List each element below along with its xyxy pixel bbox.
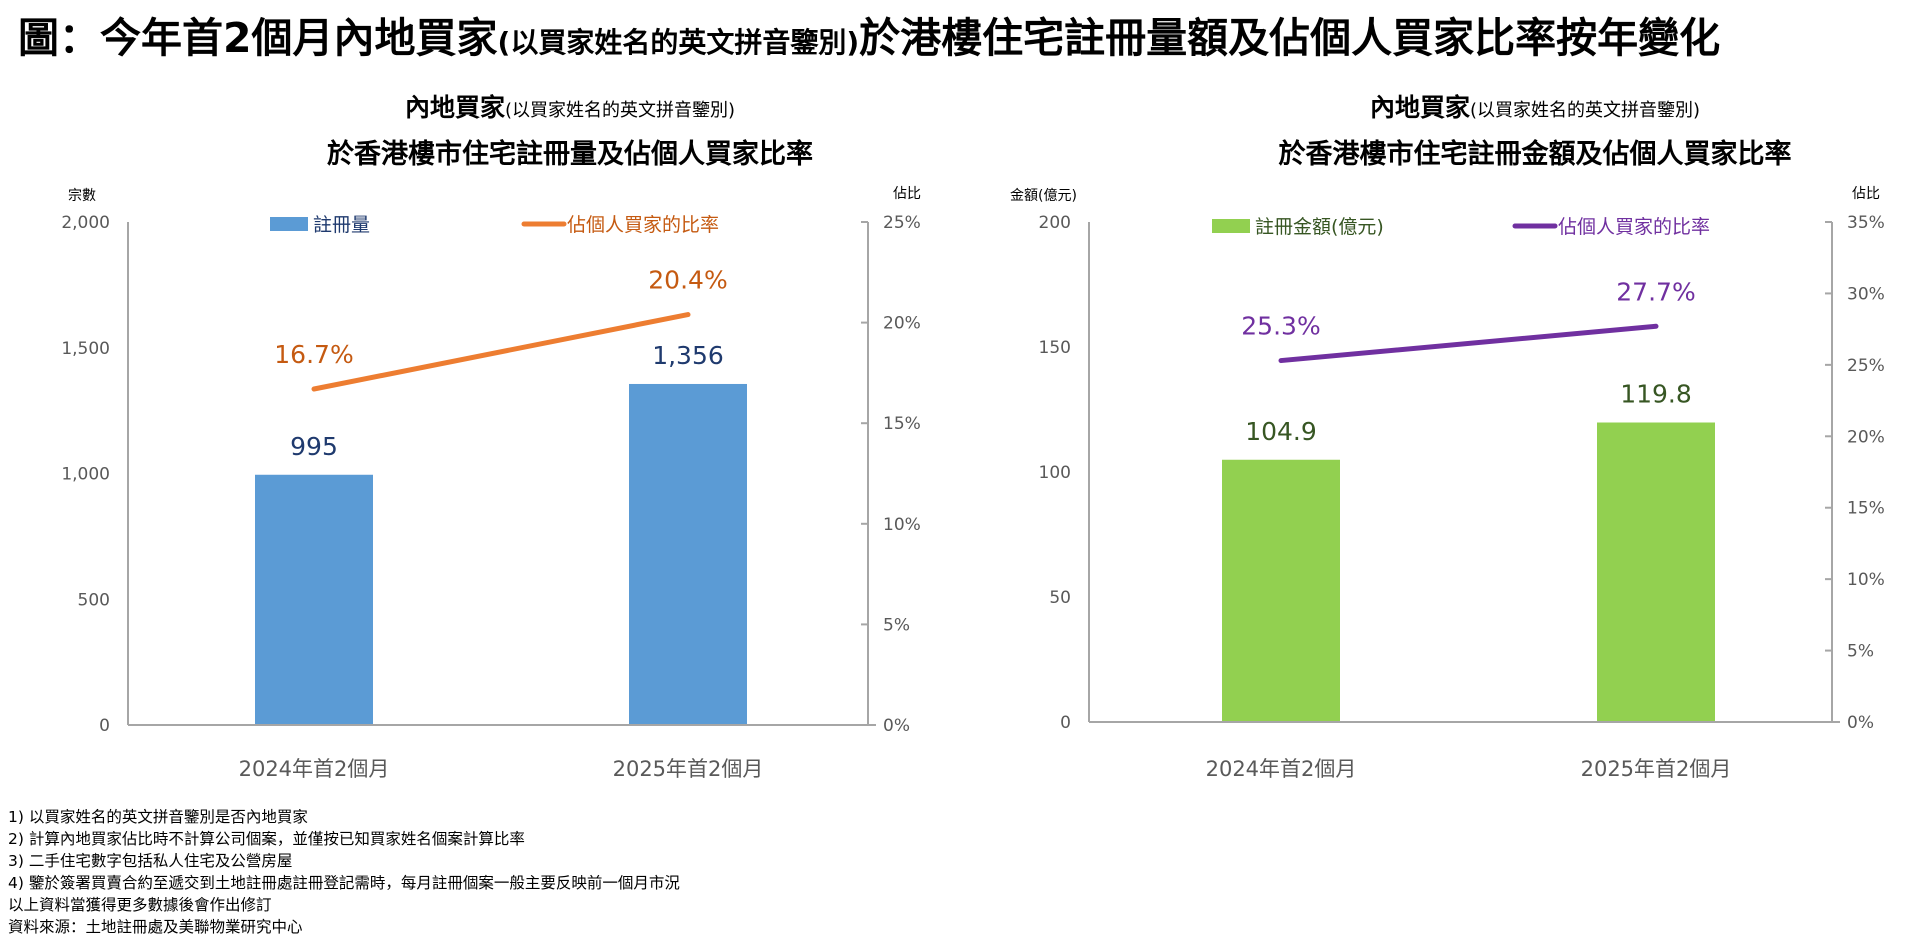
main-title: 圖：今年首2個月內地買家(以買家姓名的英文拼音鑒別)於港樓住宅註冊量額及佔個人買… xyxy=(18,4,1720,64)
main-title-suffix: 於港樓住宅註冊量額及佔個人買家比率按年變化 xyxy=(859,14,1721,62)
chart2-y2-tick-label: 35% xyxy=(1847,213,1885,233)
chart2-category-label: 2025年首2個月 xyxy=(1581,757,1732,781)
chart1-title-line2: 於香港樓市住宅註冊量及佔個人買家比率 xyxy=(327,139,813,170)
chart1-y-tick-label: 2,000 xyxy=(61,213,110,233)
chart1-bar xyxy=(629,383,747,724)
chart2-bar-data-label: 104.9 xyxy=(1245,417,1317,446)
chart1-y2-tick-label: 25% xyxy=(883,213,921,233)
chart2-y-tick-label: 150 xyxy=(1039,338,1071,358)
chart2-line-data-label: 27.7% xyxy=(1616,277,1695,306)
chart2-y-tick-label: 100 xyxy=(1039,463,1071,483)
chart2-y2-axis-title: 佔比 xyxy=(1852,186,1880,202)
chart2-y-tick-label: 50 xyxy=(1049,588,1071,608)
chart2-line-data-label: 25.3% xyxy=(1241,312,1320,341)
chart2-y2-tick-label: 20% xyxy=(1847,427,1885,447)
chart2-bar xyxy=(1222,459,1340,721)
charts-canvas: 宗數 佔比05001,0001,5002,0000%5%10%15%20%25%2… xyxy=(61,186,1885,781)
chart1-title-line1: 內地買家 xyxy=(404,93,505,122)
chart2-y-tick-label: 200 xyxy=(1039,213,1071,233)
chart1-bar xyxy=(255,474,373,724)
chart1-bar-data-label: 995 xyxy=(290,432,338,461)
chart2-y2-tick-label: 10% xyxy=(1847,570,1885,590)
chart2-y2-tick-label: 0% xyxy=(1847,713,1874,733)
chart2-y-tick-label: 0 xyxy=(1060,713,1071,733)
footnote-2: 2) 計算內地買家佔比時不計算公司個案，並僅按已知買家姓名個案計算比率 xyxy=(8,830,525,848)
chart2-bar-data-label: 119.8 xyxy=(1620,380,1692,409)
footnote-revision: 以上資料當獲得更多數據後會作出修訂 xyxy=(8,896,272,914)
chart1-category-label: 2024年首2個月 xyxy=(239,757,390,781)
chart2-category-label: 2024年首2個月 xyxy=(1206,757,1357,781)
chart1-legend-bar-swatch xyxy=(270,217,308,231)
chart1-legend-line-label: 佔個人買家的比率 xyxy=(567,214,719,236)
chart1-category-label: 2025年首2個月 xyxy=(613,757,764,781)
chart2-y-axis-title: 金額(億元) xyxy=(1010,188,1077,204)
chart2-legend-line-label: 佔個人買家的比率 xyxy=(1558,216,1710,238)
chart1-y-tick-label: 1,000 xyxy=(61,465,110,485)
chart1-title: 內地買家(以買家姓名的英文拼音鑒別) 於香港樓市住宅註冊量及佔個人買家比率 xyxy=(190,88,950,171)
chart1-y2-axis-title: 佔比 xyxy=(893,186,921,202)
chart1-y2-tick-label: 20% xyxy=(883,314,921,334)
chart2-title-line2: 於香港樓市住宅註冊金額及佔個人買家比率 xyxy=(1278,139,1792,170)
chart1-y-tick-label: 500 xyxy=(78,590,110,610)
footnote-source: 資料來源：土地註冊處及美聯物業研究中心 xyxy=(8,918,303,936)
chart2-title: 內地買家(以買家姓名的英文拼音鑒別) 於香港樓市住宅註冊金額及佔個人買家比率 xyxy=(1155,88,1906,171)
footnote-3: 3) 二手住宅數字包括私人住宅及公營房屋 xyxy=(8,852,293,870)
chart1-title-paren: (以買家姓名的英文拼音鑒別) xyxy=(504,100,736,121)
chart1-y-tick-label: 1,500 xyxy=(61,339,110,359)
chart2-title-line1: 內地買家 xyxy=(1369,93,1470,122)
chart1-y-tick-label: 0 xyxy=(99,716,110,736)
chart2-legend-bar-label: 註冊金額(億元) xyxy=(1255,216,1384,238)
chart1-y2-tick-label: 5% xyxy=(883,615,910,635)
chart1-y2-tick-label: 15% xyxy=(883,414,921,434)
chart1-y2-tick-label: 10% xyxy=(883,515,921,535)
chart1-y-axis-title: 宗數 xyxy=(68,188,96,204)
main-title-prefix: 圖：今年首2個月內地買家 xyxy=(18,14,498,62)
chart2-y2-tick-label: 15% xyxy=(1847,499,1885,519)
chart1-ratio-line xyxy=(311,312,691,392)
chart2-title-paren: (以買家姓名的英文拼音鑒別) xyxy=(1469,100,1701,121)
footnote-4: 4) 鑒於簽署買賣合約至遞交到土地註冊處註冊登記需時，每月註冊個案一般主要反映前… xyxy=(8,874,680,892)
main-title-paren: (以買家姓名的英文拼音鑒別) xyxy=(497,26,860,59)
footnotes: 1) 以買家姓名的英文拼音鑒別是否內地買家 2) 計算內地買家佔比時不計算公司個… xyxy=(8,806,680,938)
footnote-1: 1) 以買家姓名的英文拼音鑒別是否內地買家 xyxy=(8,808,308,826)
chart2-bar xyxy=(1597,422,1715,721)
chart2-y2-tick-label: 25% xyxy=(1847,356,1885,376)
chart1-legend-bar-label: 註冊量 xyxy=(313,214,370,236)
chart1-y2-tick-label: 0% xyxy=(883,716,910,736)
chart2-ratio-line xyxy=(1278,323,1659,364)
chart2-y2-tick-label: 5% xyxy=(1847,642,1874,662)
chart1-line-data-label: 20.4% xyxy=(648,266,727,295)
chart1-bar-data-label: 1,356 xyxy=(652,341,724,370)
chart2-legend-bar-swatch xyxy=(1212,219,1250,233)
chart2-y2-tick-label: 30% xyxy=(1847,284,1885,304)
chart1-line-data-label: 16.7% xyxy=(274,340,353,369)
